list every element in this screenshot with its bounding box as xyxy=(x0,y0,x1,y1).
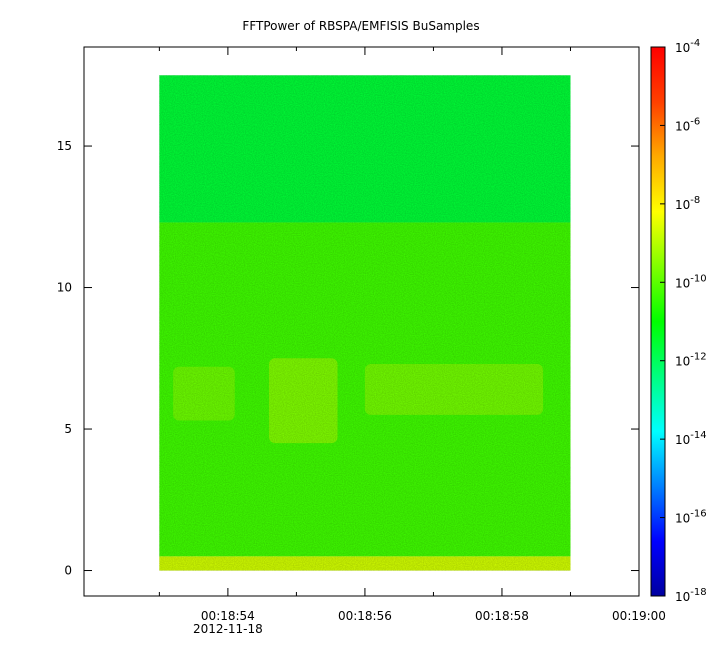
spectrogram-grain xyxy=(159,75,571,571)
colorbar: 10-4 10-6 10-8 10-10 10-12 10-14 10-16 10-18 xyxy=(650,38,707,604)
colorbar-tick-label: 10-8 xyxy=(675,195,700,212)
y-tick-label: 5 xyxy=(64,422,72,436)
colorbar-tick-label: 10-6 xyxy=(675,116,700,133)
colorbar-tick-label: 10-10 xyxy=(675,273,707,290)
colorbar-tick-label: 10-14 xyxy=(675,430,707,447)
y-tick-label: 10 xyxy=(57,281,72,295)
y-tick-label: 15 xyxy=(57,139,72,153)
power-regions xyxy=(159,75,571,571)
y-tick-label: 0 xyxy=(64,564,72,578)
colorbar-tick-label: 10-16 xyxy=(675,509,707,526)
x-tick-label: 00:18:54 xyxy=(201,609,255,623)
colorbar-tick-label: 10-12 xyxy=(675,352,707,369)
colorbar-tick-label: 10-18 xyxy=(675,587,707,604)
x-tick-sublabel: 2012-11-18 xyxy=(193,622,263,636)
x-tick-label: 00:18:56 xyxy=(338,609,392,623)
x-tick-label: 00:18:58 xyxy=(475,609,529,623)
chart-title: FFTPower of RBSPA/EMFISIS BuSamples xyxy=(242,19,479,33)
colorbar-axis: 10-4 10-6 10-8 10-10 10-12 10-14 10-16 10-18 xyxy=(660,38,707,604)
plot-frame xyxy=(83,46,640,597)
x-tick-label: 00:19:00 xyxy=(612,609,666,623)
colorbar-gradient xyxy=(650,46,666,597)
y-axis: 0 5 10 15 xyxy=(57,139,639,578)
colorbar-tick-label: 10-4 xyxy=(675,38,700,55)
